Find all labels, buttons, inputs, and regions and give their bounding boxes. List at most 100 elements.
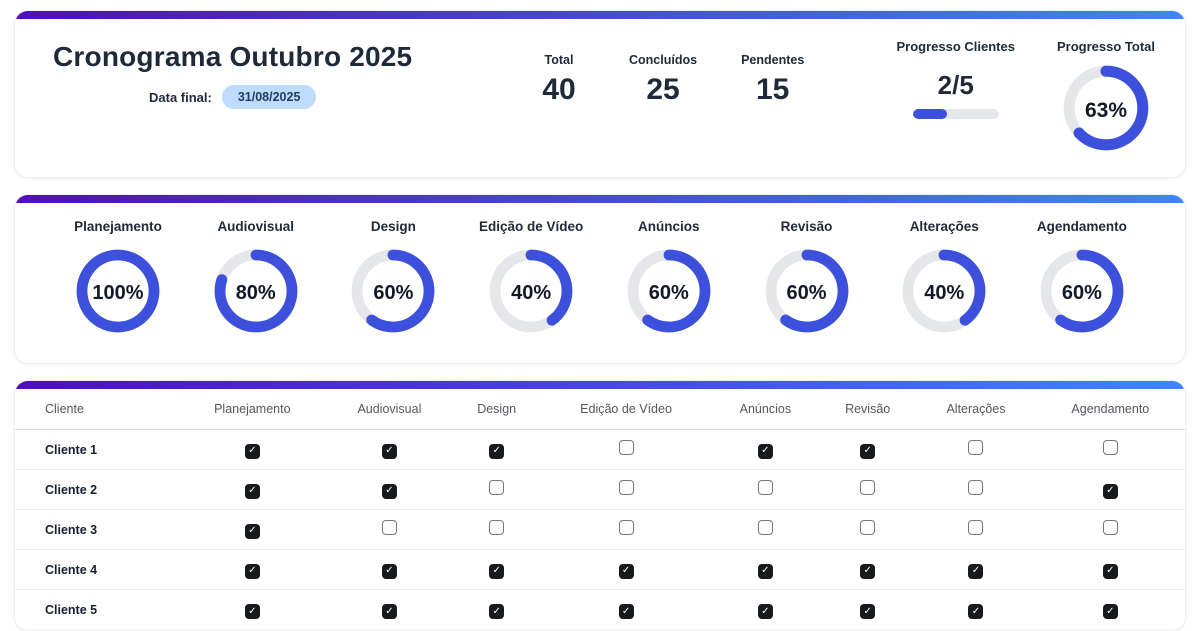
task-checkbox-audiovisual[interactable]: ✓ [381,483,397,499]
task-checkbox-edicao-de-video[interactable]: ✓ [618,563,634,579]
donut-percent-label: 40% [511,282,552,304]
task-cell: ✓ [540,589,712,630]
task-checkbox-agendamento[interactable]: ✓ [1102,483,1118,499]
gauge-alteracoes: Alterações 40% [885,219,1003,341]
task-checkbox-audiovisual[interactable]: ✓ [381,443,397,459]
task-checkbox-agendamento[interactable] [1102,439,1118,455]
task-checkbox-audiovisual[interactable] [381,519,397,535]
donut-gauge: 60% [348,246,438,341]
stats-group: Total 40 Concluídos 25 Pendentes 15 [533,31,804,107]
task-checkbox-alteracoes[interactable]: ✓ [968,563,984,579]
task-checkbox-design[interactable]: ✓ [489,443,505,459]
donut-percent-label: 60% [373,282,414,304]
task-checkbox-planejamento[interactable]: ✓ [244,483,260,499]
task-checkbox-alteracoes[interactable] [968,439,984,455]
task-cell [916,469,1036,510]
donut-percent-label: 60% [648,282,689,304]
donut-percent-label: 63% [1084,98,1127,122]
task-cell: ✓ [325,589,453,630]
stat-label: Concluídos [629,53,698,67]
task-cell [819,509,917,550]
task-checkbox-planejamento[interactable]: ✓ [244,563,260,579]
task-checkbox-alteracoes[interactable]: ✓ [968,604,984,619]
task-checkbox-edicao-de-video[interactable] [618,439,634,455]
donut-gauge: 100% [73,246,163,341]
task-cell: ✓ [540,549,712,590]
task-checkbox-planejamento[interactable]: ✓ [244,443,260,459]
task-checkbox-planejamento[interactable]: ✓ [244,523,260,539]
task-checkbox-alteracoes[interactable] [968,519,984,535]
table-row: Cliente 1 ✓ ✓ ✓ ✓ ✓ [15,430,1185,470]
donut-chart [489,249,573,333]
donut-chart [214,249,298,333]
progress-total-block: Progresso Total 63% [1057,39,1155,159]
task-checkbox-agendamento[interactable]: ✓ [1102,563,1118,579]
stat-value: 15 [755,73,790,106]
donut-gauge: 40% [486,246,576,341]
task-checkbox-anuncios[interactable]: ✓ [757,604,773,619]
task-checkbox-agendamento[interactable]: ✓ [1102,604,1118,619]
task-cell: ✓ [325,469,453,510]
client-name: Cliente 3 [15,509,179,550]
task-checkbox-revisao[interactable]: ✓ [860,604,876,619]
gauge-planejamento: Planejamento 100% [59,219,177,341]
task-cell [1035,509,1185,550]
task-cell [1036,430,1185,470]
task-cell: ✓ [453,430,540,470]
task-checkbox-revisao[interactable]: ✓ [860,443,876,459]
task-checkbox-edicao-de-video[interactable]: ✓ [618,604,634,619]
task-cell [819,469,917,510]
task-checkbox-anuncios[interactable] [757,479,773,495]
task-cell: ✓ [326,430,453,470]
task-checkbox-edicao-de-video[interactable] [618,519,634,535]
gauges-card: Planejamento 100% Audiovisual 80% Design 6… [14,194,1186,364]
gauge-label: Alterações [909,219,979,234]
task-checkbox-anuncios[interactable]: ✓ [757,563,773,579]
task-checkbox-audiovisual[interactable]: ✓ [381,604,397,619]
task-checkbox-design[interactable]: ✓ [489,604,505,619]
task-checkbox-planejamento[interactable]: ✓ [244,604,260,619]
gauge-audiovisual: Audiovisual 80% [197,219,315,341]
gauges-row: Planejamento 100% Audiovisual 80% Design 6… [15,203,1185,363]
progress-clients-value: 2/5 [937,70,974,100]
table-row: Cliente 5 ✓ ✓ ✓ ✓ ✓ ✓ ✓ ✓ [15,589,1185,630]
task-checkbox-agendamento[interactable] [1102,519,1118,535]
task-checkbox-revisao[interactable] [860,519,876,535]
table-row: Cliente 4 ✓ ✓ ✓ ✓ ✓ ✓ ✓ ✓ [15,549,1185,590]
stat-concluidos: Concluídos 25 [629,53,697,107]
task-checkbox-design[interactable] [489,479,505,495]
task-cell: ✓ [711,589,819,630]
task-cell: ✓ [1035,589,1185,630]
task-checkbox-design[interactable]: ✓ [489,563,505,579]
donut-percent-label: 80% [235,282,276,304]
task-cell: ✓ [1035,469,1185,510]
gauge-label: Agendamento [1036,219,1127,234]
column-header-edicao-de-video: Edição de Vídeo [540,389,712,430]
stat-value: 25 [646,73,680,106]
task-cell [540,430,711,470]
donut-percent-label: 60% [786,282,827,304]
task-checkbox-audiovisual[interactable]: ✓ [381,563,397,579]
donut-gauge: 40% [899,246,989,341]
gauge-label: Anúncios [638,219,700,234]
client-name: Cliente 2 [15,469,179,510]
gauge-design: Design 60% [334,219,452,341]
column-header-design: Design [452,389,541,430]
column-header-planejamento: Planejamento [178,389,326,430]
donut-gauge: 60% [762,246,852,341]
task-checkbox-anuncios[interactable] [757,519,773,535]
task-checkbox-revisao[interactable]: ✓ [860,563,876,579]
task-cell [325,509,453,550]
task-cell: ✓ [452,549,541,590]
task-checkbox-design[interactable] [489,519,505,535]
task-checkbox-revisao[interactable] [860,479,876,495]
stat-total: Total 40 [533,53,585,107]
task-checkbox-anuncios[interactable]: ✓ [757,443,773,459]
task-checkbox-alteracoes[interactable] [968,479,984,495]
clients-table-card: Cliente Planejamento Audiovisual Design Ediç… [14,380,1186,631]
task-cell: ✓ [711,549,819,590]
task-cell: ✓ [178,509,326,550]
task-checkbox-edicao-de-video[interactable] [618,479,634,495]
task-cell [540,509,712,550]
date-badge: 31/08/2025 [221,85,317,109]
